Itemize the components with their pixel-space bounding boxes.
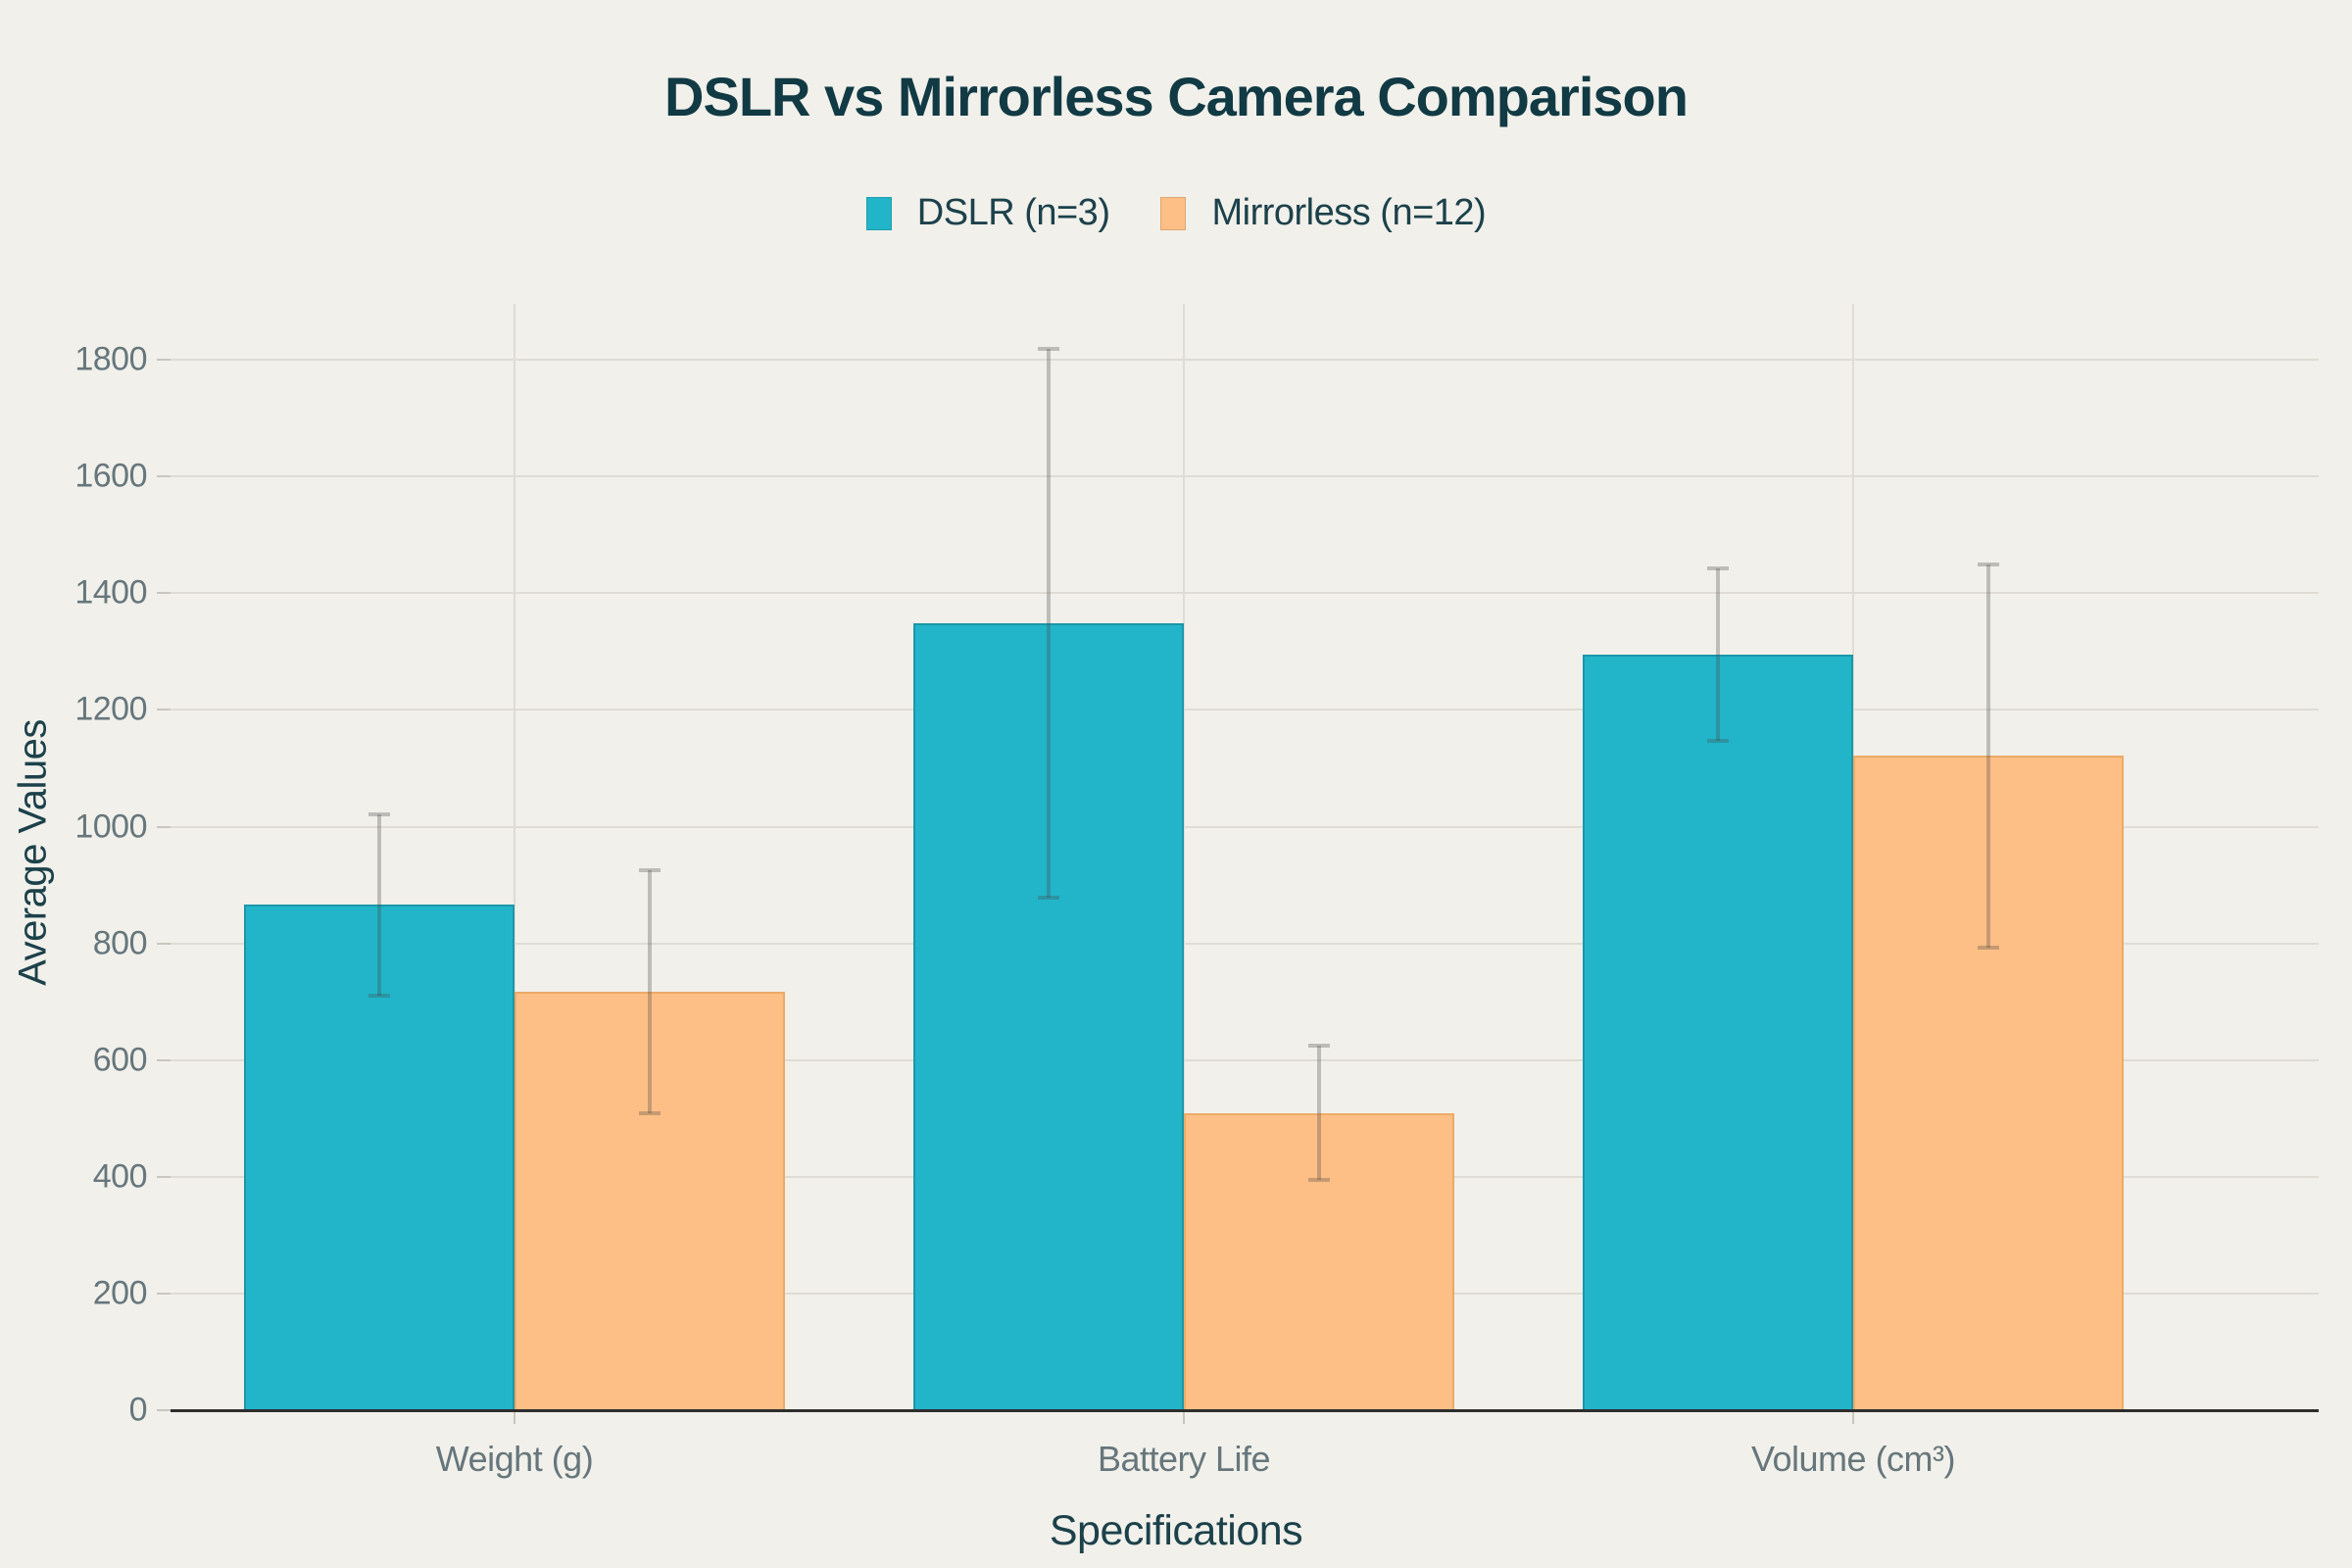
y-tick-label-0: 0: [128, 1391, 148, 1429]
error-bar-dslr-battery-life-top-cap: [1038, 347, 1059, 352]
error-bar-dslr-weight-g: [377, 813, 381, 996]
legend-swatch-dslr: [865, 196, 892, 230]
y-tick-label-1000: 1000: [74, 808, 147, 845]
x-axis-title: Specifications: [1049, 1507, 1303, 1554]
error-bar-dslr-weight-g-top-cap: [368, 811, 390, 816]
gridline-y-1200: [171, 709, 2319, 711]
y-tick-label-800: 800: [92, 924, 148, 962]
error-bar-mirrorless-weight-g: [648, 870, 652, 1113]
bar-mirrorless-battery-life[interactable]: [1184, 1112, 1454, 1410]
legend-label-dslr: DSLR (n=3): [916, 192, 1110, 233]
error-bar-dslr-volume-cm3-top-cap: [1707, 565, 1729, 570]
error-bar-dslr-volume-cm3: [1716, 567, 1720, 741]
y-tick-mark-1200: [157, 709, 171, 711]
legend-label-mirrorless: Mirrorless (n=12): [1211, 192, 1487, 233]
bar-dslr-weight-g[interactable]: [244, 905, 514, 1410]
error-bar-mirrorless-battery-life-bottom-cap: [1308, 1178, 1330, 1183]
error-bar-dslr-battery-life-bottom-cap: [1038, 896, 1059, 901]
y-tick-label-1400: 1400: [74, 573, 147, 612]
y-tick-label-600: 600: [92, 1041, 148, 1079]
chart-title: DSLR vs Mirrorless Camera Comparison: [664, 66, 1689, 127]
legend-swatch-mirrorless: [1160, 196, 1187, 230]
error-bar-mirrorless-volume-cm3-top-cap: [1978, 562, 1999, 566]
legend-item-mirrorless[interactable]: Mirrorless (n=12): [1160, 192, 1487, 234]
gridline-y-800: [171, 942, 2319, 945]
gridline-y-1800: [171, 359, 2319, 362]
x-axis-line: [171, 1409, 2319, 1412]
y-tick-label-1800: 1800: [74, 340, 147, 378]
gridline-x-weight-g: [514, 304, 515, 1410]
y-tick-mark-600: [157, 1058, 171, 1061]
x-tick-mark-battery-life: [1183, 1410, 1185, 1424]
legend: DSLR (n=3) Mirrorless (n=12): [0, 192, 2352, 234]
error-bar-dslr-volume-cm3-bottom-cap: [1707, 738, 1729, 743]
y-tick-mark-1400: [157, 592, 171, 595]
y-tick-mark-400: [157, 1175, 171, 1178]
y-tick-label-200: 200: [92, 1274, 148, 1312]
y-tick-mark-1800: [157, 359, 171, 362]
y-tick-label-1600: 1600: [74, 457, 147, 495]
error-bar-mirrorless-volume-cm3-bottom-cap: [1978, 946, 1999, 951]
y-tick-mark-1000: [157, 825, 171, 828]
y-tick-mark-0: [157, 1409, 171, 1411]
error-bar-mirrorless-battery-life: [1317, 1046, 1321, 1181]
error-bar-mirrorless-volume-cm3: [1986, 564, 1990, 949]
gridline-y-1400: [171, 592, 2319, 595]
gridline-y-1000: [171, 825, 2319, 828]
y-tick-mark-800: [157, 942, 171, 945]
x-tick-label-volume-cm3: Volume (cm³): [1750, 1439, 1956, 1479]
x-tick-label-battery-life: Battery Life: [1097, 1439, 1271, 1479]
legend-item-dslr[interactable]: DSLR (n=3): [865, 192, 1110, 234]
y-tick-mark-1600: [157, 475, 171, 478]
gridline-y-1600: [171, 475, 2319, 478]
x-tick-mark-volume-cm3: [1852, 1410, 1854, 1424]
error-bar-mirrorless-weight-g-top-cap: [639, 868, 661, 873]
gridline-x-battery-life: [1183, 304, 1185, 1410]
error-bar-dslr-battery-life: [1047, 349, 1051, 899]
x-tick-mark-weight-g: [514, 1410, 515, 1424]
bar-dslr-battery-life[interactable]: [913, 623, 1184, 1410]
bar-mirrorless-volume-cm3[interactable]: [1853, 756, 2124, 1410]
x-tick-label-weight-g: Weight (g): [435, 1439, 594, 1479]
y-tick-mark-200: [157, 1292, 171, 1295]
y-tick-label-1200: 1200: [74, 690, 147, 728]
y-tick-label-400: 400: [92, 1157, 148, 1196]
bar-mirrorless-weight-g[interactable]: [514, 992, 785, 1410]
error-bar-dslr-weight-g-bottom-cap: [368, 993, 390, 998]
gridline-y-600: [171, 1058, 2319, 1061]
bar-dslr-volume-cm3[interactable]: [1583, 654, 1853, 1410]
error-bar-mirrorless-weight-g-bottom-cap: [639, 1110, 661, 1115]
error-bar-mirrorless-battery-life-top-cap: [1308, 1044, 1330, 1049]
